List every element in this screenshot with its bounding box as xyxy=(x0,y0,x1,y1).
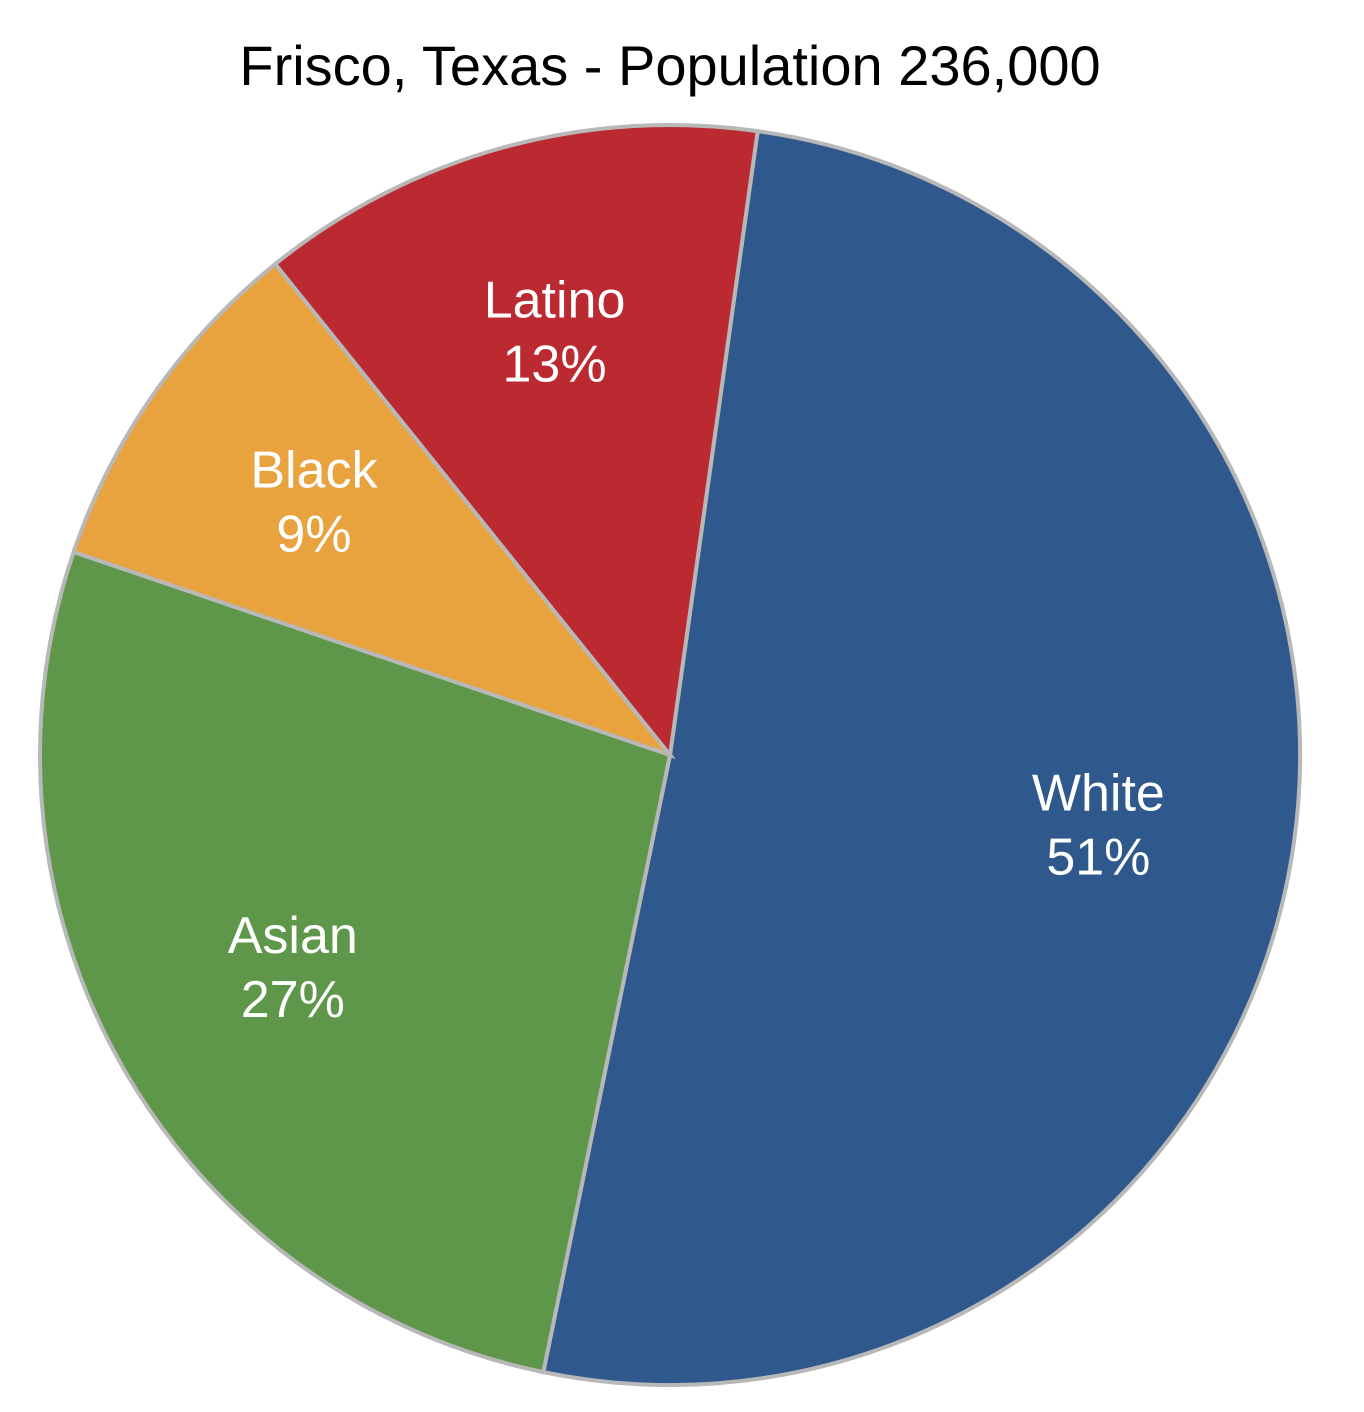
slice-value: 9% xyxy=(276,505,351,563)
slice-label: Asian xyxy=(228,907,358,965)
slice-label: Black xyxy=(250,441,378,499)
slice-value: 51% xyxy=(1046,829,1150,887)
slice-value: 27% xyxy=(241,971,345,1029)
slice-label: Latino xyxy=(484,272,626,330)
slice-label: White xyxy=(1032,765,1165,823)
slice-value: 13% xyxy=(503,336,607,394)
chart-title: Frisco, Texas - Population 236,000 xyxy=(239,34,1100,97)
pie-slice xyxy=(38,549,673,1375)
pie-slice xyxy=(272,123,760,760)
pie-slice xyxy=(71,261,676,760)
pie-slice xyxy=(540,128,1302,1387)
